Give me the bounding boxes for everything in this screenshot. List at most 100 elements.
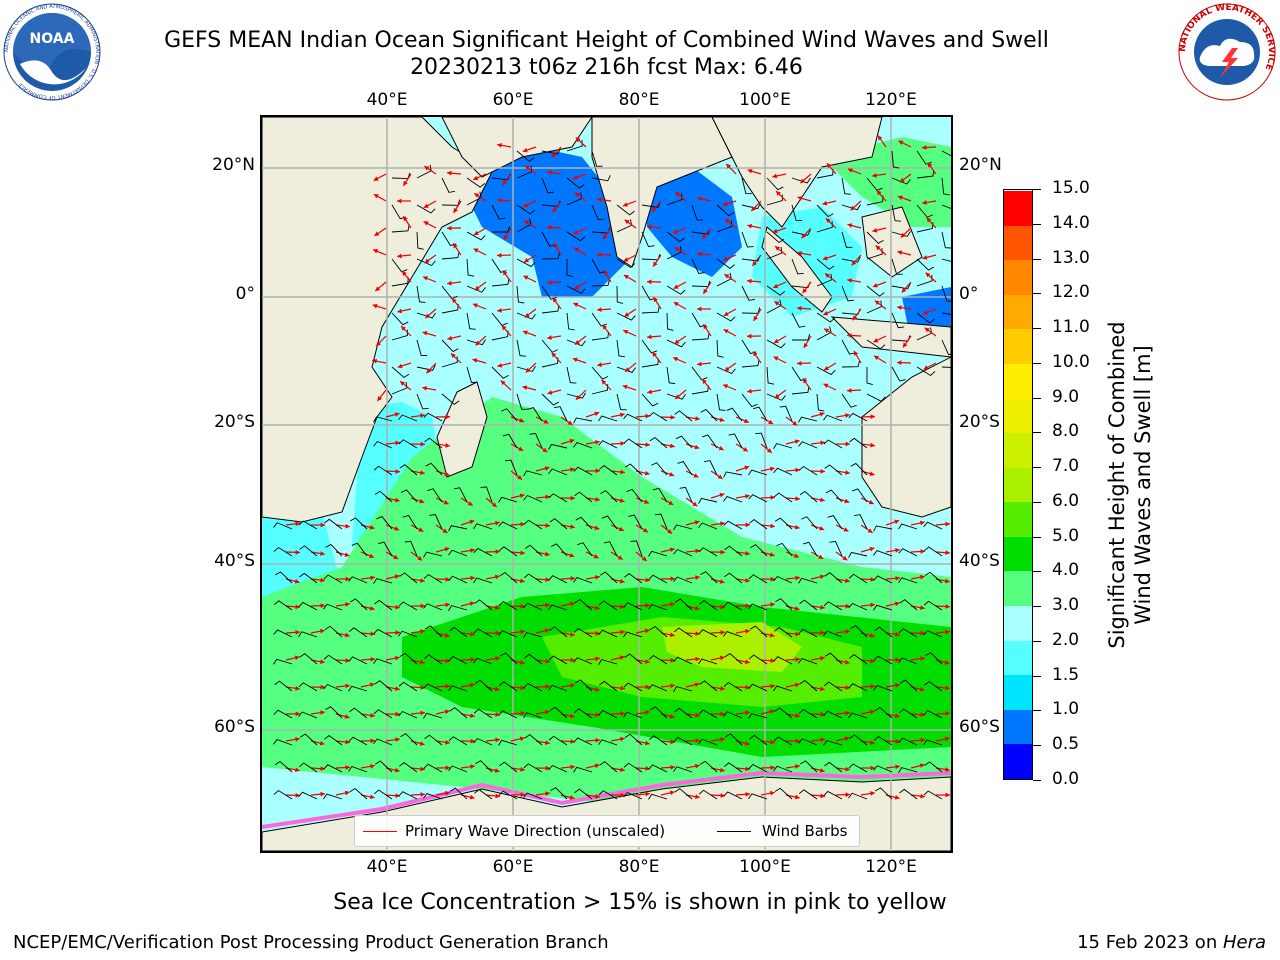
colorbar-tick-label: 0.0	[1052, 769, 1080, 789]
colorbar-segment	[1004, 225, 1032, 261]
wave-arrow-head	[867, 528, 873, 533]
wind-barb	[416, 204, 436, 214]
wave-arrow-head	[945, 604, 950, 609]
colorbar-tick-label: 3.0	[1052, 595, 1080, 616]
wave-arrow-head	[922, 255, 928, 260]
wave-arrow-head	[895, 575, 900, 581]
wave-arrow-head	[745, 577, 750, 583]
wind-barb	[775, 598, 793, 611]
wave-arrow-head	[870, 658, 875, 664]
wind-barb	[541, 285, 557, 300]
wave-arrow-head	[770, 576, 775, 582]
wind-barb	[416, 364, 436, 371]
wave-arrow-head	[520, 710, 525, 716]
wind-barb	[648, 574, 668, 584]
wave-arrow-head	[945, 711, 950, 716]
colorbar-tick	[1033, 640, 1041, 642]
wave-arrow-head	[597, 197, 602, 203]
wave-arrow-head	[819, 497, 825, 503]
wave-arrow-head	[573, 230, 579, 235]
colorbar	[1003, 189, 1033, 780]
wind-barb	[373, 440, 393, 449]
wind-barb	[573, 657, 593, 665]
wind-barb	[273, 658, 293, 665]
wind-barb	[641, 201, 661, 209]
wind-barb	[591, 279, 610, 287]
wave-arrow-head	[345, 602, 350, 607]
wave-arrow-head	[895, 764, 900, 770]
wind-barb	[666, 312, 674, 331]
wave-arrow-head	[397, 198, 402, 204]
wind-barb	[623, 711, 643, 719]
wind-barb	[399, 762, 418, 773]
wave-arrow-head	[502, 270, 508, 276]
wind-barb	[516, 312, 536, 320]
wind-barb	[691, 366, 708, 381]
wave-arrow-head	[595, 737, 600, 743]
wind-barb	[726, 407, 743, 422]
wind-barb	[466, 366, 478, 383]
wave-arrow-head	[418, 527, 424, 532]
wind-barb	[498, 600, 518, 611]
wind-barb	[548, 655, 568, 665]
wind-barb	[524, 544, 543, 557]
wind-barb	[324, 625, 343, 638]
wave-arrow-head	[295, 629, 300, 635]
wind-barb	[573, 441, 593, 449]
wave-arrow-head	[491, 502, 497, 507]
wave-arrow-head	[554, 242, 559, 248]
wind-barb	[466, 231, 486, 241]
wind-barb	[773, 736, 793, 746]
wave-arrow-head	[745, 684, 750, 690]
wave-arrow-head	[920, 737, 925, 743]
wind-barb	[675, 435, 693, 449]
wave-direction-swatch	[363, 831, 397, 832]
wind-barb	[548, 575, 568, 584]
wave-arrow-head	[470, 738, 475, 744]
wave-arrow-head	[595, 496, 600, 502]
wind-barb	[541, 305, 560, 314]
southeast-asia-land	[711, 117, 883, 228]
wave-arrow-head	[800, 178, 806, 184]
wave-arrow-head	[472, 303, 478, 308]
wind-barb	[741, 393, 758, 408]
wave-arrow-head	[869, 709, 875, 715]
wind-barb	[523, 632, 543, 638]
wind-barb	[791, 229, 811, 236]
wave-arrow-head	[320, 766, 325, 772]
wave-arrow-head	[870, 414, 875, 420]
wind-barb	[699, 600, 718, 611]
wave-arrow-head	[603, 269, 609, 275]
wave-arrow-head	[447, 170, 452, 176]
wind-barb	[698, 658, 718, 665]
wind-barb	[698, 522, 718, 530]
wave-arrow-head	[573, 302, 579, 308]
wind-barb	[766, 339, 786, 349]
wind-barb	[274, 760, 293, 773]
wind-barb	[923, 629, 943, 638]
wind-barb	[924, 681, 943, 692]
wave-arrow-head	[422, 331, 428, 336]
wave-arrow-head	[870, 577, 875, 582]
wind-barb	[599, 571, 618, 584]
wave-arrow-head	[801, 233, 807, 239]
wind-barb-legend-label: Wind Barbs	[762, 822, 848, 840]
wind-barb	[516, 258, 536, 268]
wave-arrow-head	[373, 176, 379, 181]
wave-arrow-head	[595, 439, 600, 445]
colorbar-tick-label: 1.0	[1052, 699, 1080, 720]
wind-barb	[441, 393, 460, 405]
colorbar-tick-label: 11.0	[1052, 317, 1090, 338]
wind-barb	[850, 462, 868, 476]
wind-barb	[641, 306, 660, 314]
wave-arrow-head	[620, 685, 625, 691]
wave-arrow-head	[570, 495, 575, 501]
wind-barb	[791, 312, 806, 328]
wave-arrow-head	[745, 766, 750, 772]
wind-barb	[598, 440, 618, 449]
wind-barb	[673, 524, 693, 531]
wind-barb	[566, 259, 573, 278]
wave-arrow-head	[369, 794, 375, 800]
wind-barb	[791, 366, 807, 381]
wind-barb	[716, 220, 733, 233]
